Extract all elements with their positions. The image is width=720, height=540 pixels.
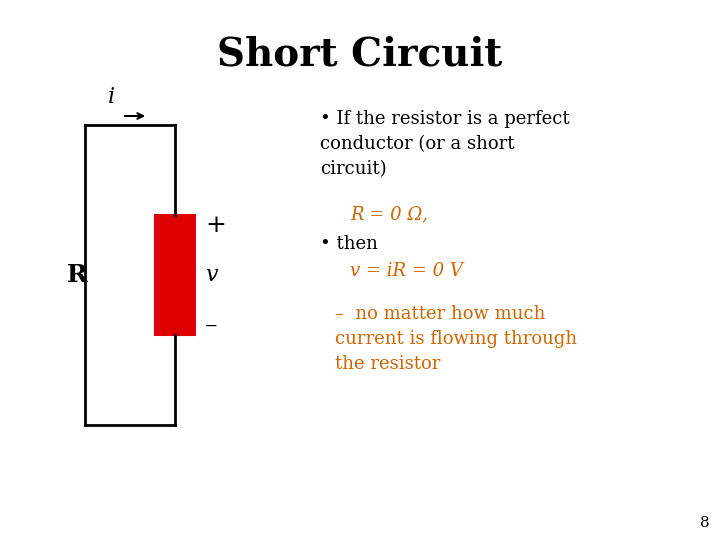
- FancyBboxPatch shape: [155, 215, 195, 335]
- Text: • If the resistor is a perfect
conductor (or a short
circuit): • If the resistor is a perfect conductor…: [320, 110, 570, 178]
- Text: Short Circuit: Short Circuit: [217, 35, 503, 73]
- Text: • then: • then: [320, 235, 378, 253]
- Text: R = 0 Ω,: R = 0 Ω,: [350, 205, 428, 223]
- Text: v: v: [205, 264, 217, 286]
- Text: –  no matter how much
current is flowing through
the resistor: – no matter how much current is flowing …: [335, 305, 577, 373]
- Text: –: –: [205, 314, 217, 336]
- Text: R: R: [67, 263, 88, 287]
- Text: i: i: [108, 86, 115, 108]
- Text: v = iR = 0 V: v = iR = 0 V: [350, 262, 463, 280]
- Text: 8: 8: [701, 516, 710, 530]
- Text: +: +: [205, 213, 226, 237]
